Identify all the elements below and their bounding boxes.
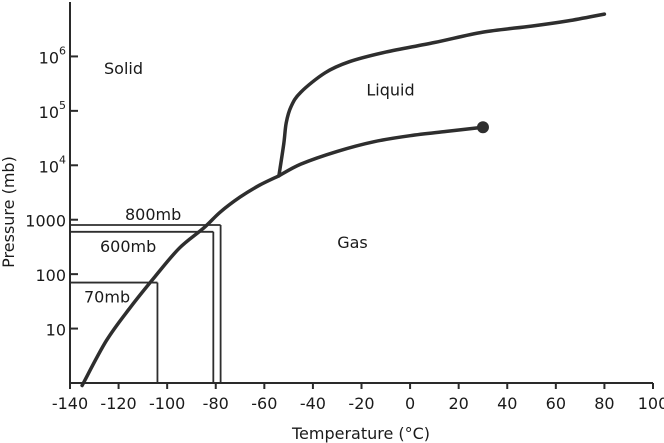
- x-tick-label: -40: [300, 394, 326, 413]
- critical-point-marker: [476, 121, 489, 134]
- curve-liquid-gas: [277, 125, 485, 178]
- y-axis-title: Pressure (mb): [0, 156, 18, 268]
- x-tick-label: -20: [348, 394, 374, 413]
- x-tick-label: 60: [546, 394, 566, 413]
- x-tick-label: 100: [638, 394, 664, 413]
- y-tick-label: 106: [39, 44, 66, 67]
- x-tick-label: 80: [594, 394, 614, 413]
- curves-layer: [80, 12, 607, 388]
- curve-solid-liquid: [277, 12, 607, 178]
- annotation-label: 70mb: [84, 288, 130, 307]
- x-tick-label: -140: [52, 394, 88, 413]
- y-tick-label: 104: [39, 153, 66, 176]
- x-tick-label: 20: [448, 394, 468, 413]
- x-tick-label: -120: [100, 394, 136, 413]
- x-tick-label: -100: [149, 394, 185, 413]
- y-tick-label: 100: [35, 266, 66, 285]
- region-label-solid: Solid: [104, 59, 143, 78]
- x-tick-label: -80: [203, 394, 229, 413]
- labels-layer: -140 -120 -100 -80 -60 -40 -20 0 20 40 60 80 100 10 10…: [0, 44, 664, 443]
- x-axis-title: Temperature (°C): [291, 424, 430, 443]
- axes-layer: [69, 2, 654, 389]
- region-label-gas: Gas: [337, 233, 368, 252]
- curve-solid-gas: [80, 174, 281, 388]
- y-tick-label: 1000: [25, 212, 66, 231]
- region-label-liquid: Liquid: [366, 81, 414, 100]
- annotation-guides-layer: [70, 224, 222, 383]
- x-tick-label: 0: [405, 394, 415, 413]
- y-tick-label: 10: [46, 321, 66, 340]
- x-tick-label: -60: [251, 394, 277, 413]
- y-tick-label: 105: [39, 99, 66, 122]
- annotation-label: 800mb: [125, 205, 181, 224]
- annotation-label: 600mb: [100, 237, 156, 256]
- x-tick-label: 40: [497, 394, 517, 413]
